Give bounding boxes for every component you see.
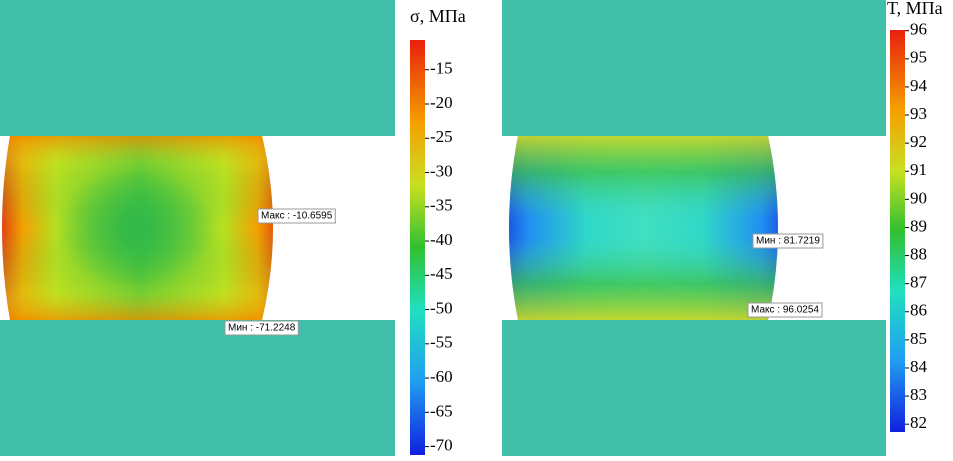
annotation: Мин : 81.7219 (756, 236, 820, 247)
bottom-plate (502, 320, 886, 456)
tick-label: -40 (430, 230, 453, 249)
bottom-plate (0, 320, 395, 456)
annotation: Макс : 96.0254 (751, 305, 819, 316)
colorbar-title: σ, МПа (410, 6, 466, 26)
colorbar-title: T, МПа (887, 0, 943, 18)
tick-label: 82 (910, 413, 927, 432)
tick-label: -65 (430, 401, 453, 420)
annotation-box (752, 233, 824, 249)
tick-label: 96 (910, 20, 927, 39)
tick-label: 93 (910, 104, 927, 123)
annotation: Макс : -10.6595 (261, 211, 333, 222)
tick-label: 86 (910, 301, 927, 320)
right-panel (502, 0, 886, 456)
tick-label: 85 (910, 329, 927, 348)
temperature-field (509, 136, 778, 320)
tick-label: -45 (430, 264, 453, 283)
tick-label: 94 (910, 76, 928, 95)
annotation-box (257, 208, 336, 224)
tick-label: -25 (430, 127, 453, 146)
top-plate (0, 0, 395, 136)
tick-label: 91 (910, 160, 927, 179)
tick-label: 87 (910, 273, 928, 292)
left-panel (0, 0, 395, 456)
stress-field (2, 136, 273, 320)
annotation: Мин : -71.2248 (228, 323, 296, 334)
tick-label: -70 (430, 436, 453, 455)
top-plate (502, 0, 886, 136)
tick-label: 83 (910, 385, 927, 404)
tick-label: -35 (430, 196, 453, 215)
tick-label: -50 (430, 298, 453, 317)
tick-label: -15 (430, 59, 453, 78)
colorbar (890, 30, 905, 432)
tick-label: 84 (910, 357, 928, 376)
tick-label: 89 (910, 216, 927, 235)
annotation-box (224, 320, 299, 336)
tick-label: 92 (910, 132, 927, 151)
tick-label: 90 (910, 188, 927, 207)
colorbar (410, 40, 425, 455)
tick-label: -20 (430, 93, 453, 112)
tick-label: 95 (910, 48, 927, 67)
tick-label: 88 (910, 244, 927, 263)
tick-label: -30 (430, 161, 453, 180)
tick-label: -55 (430, 333, 453, 352)
tick-label: -60 (430, 367, 453, 386)
annotation-box (747, 302, 823, 318)
